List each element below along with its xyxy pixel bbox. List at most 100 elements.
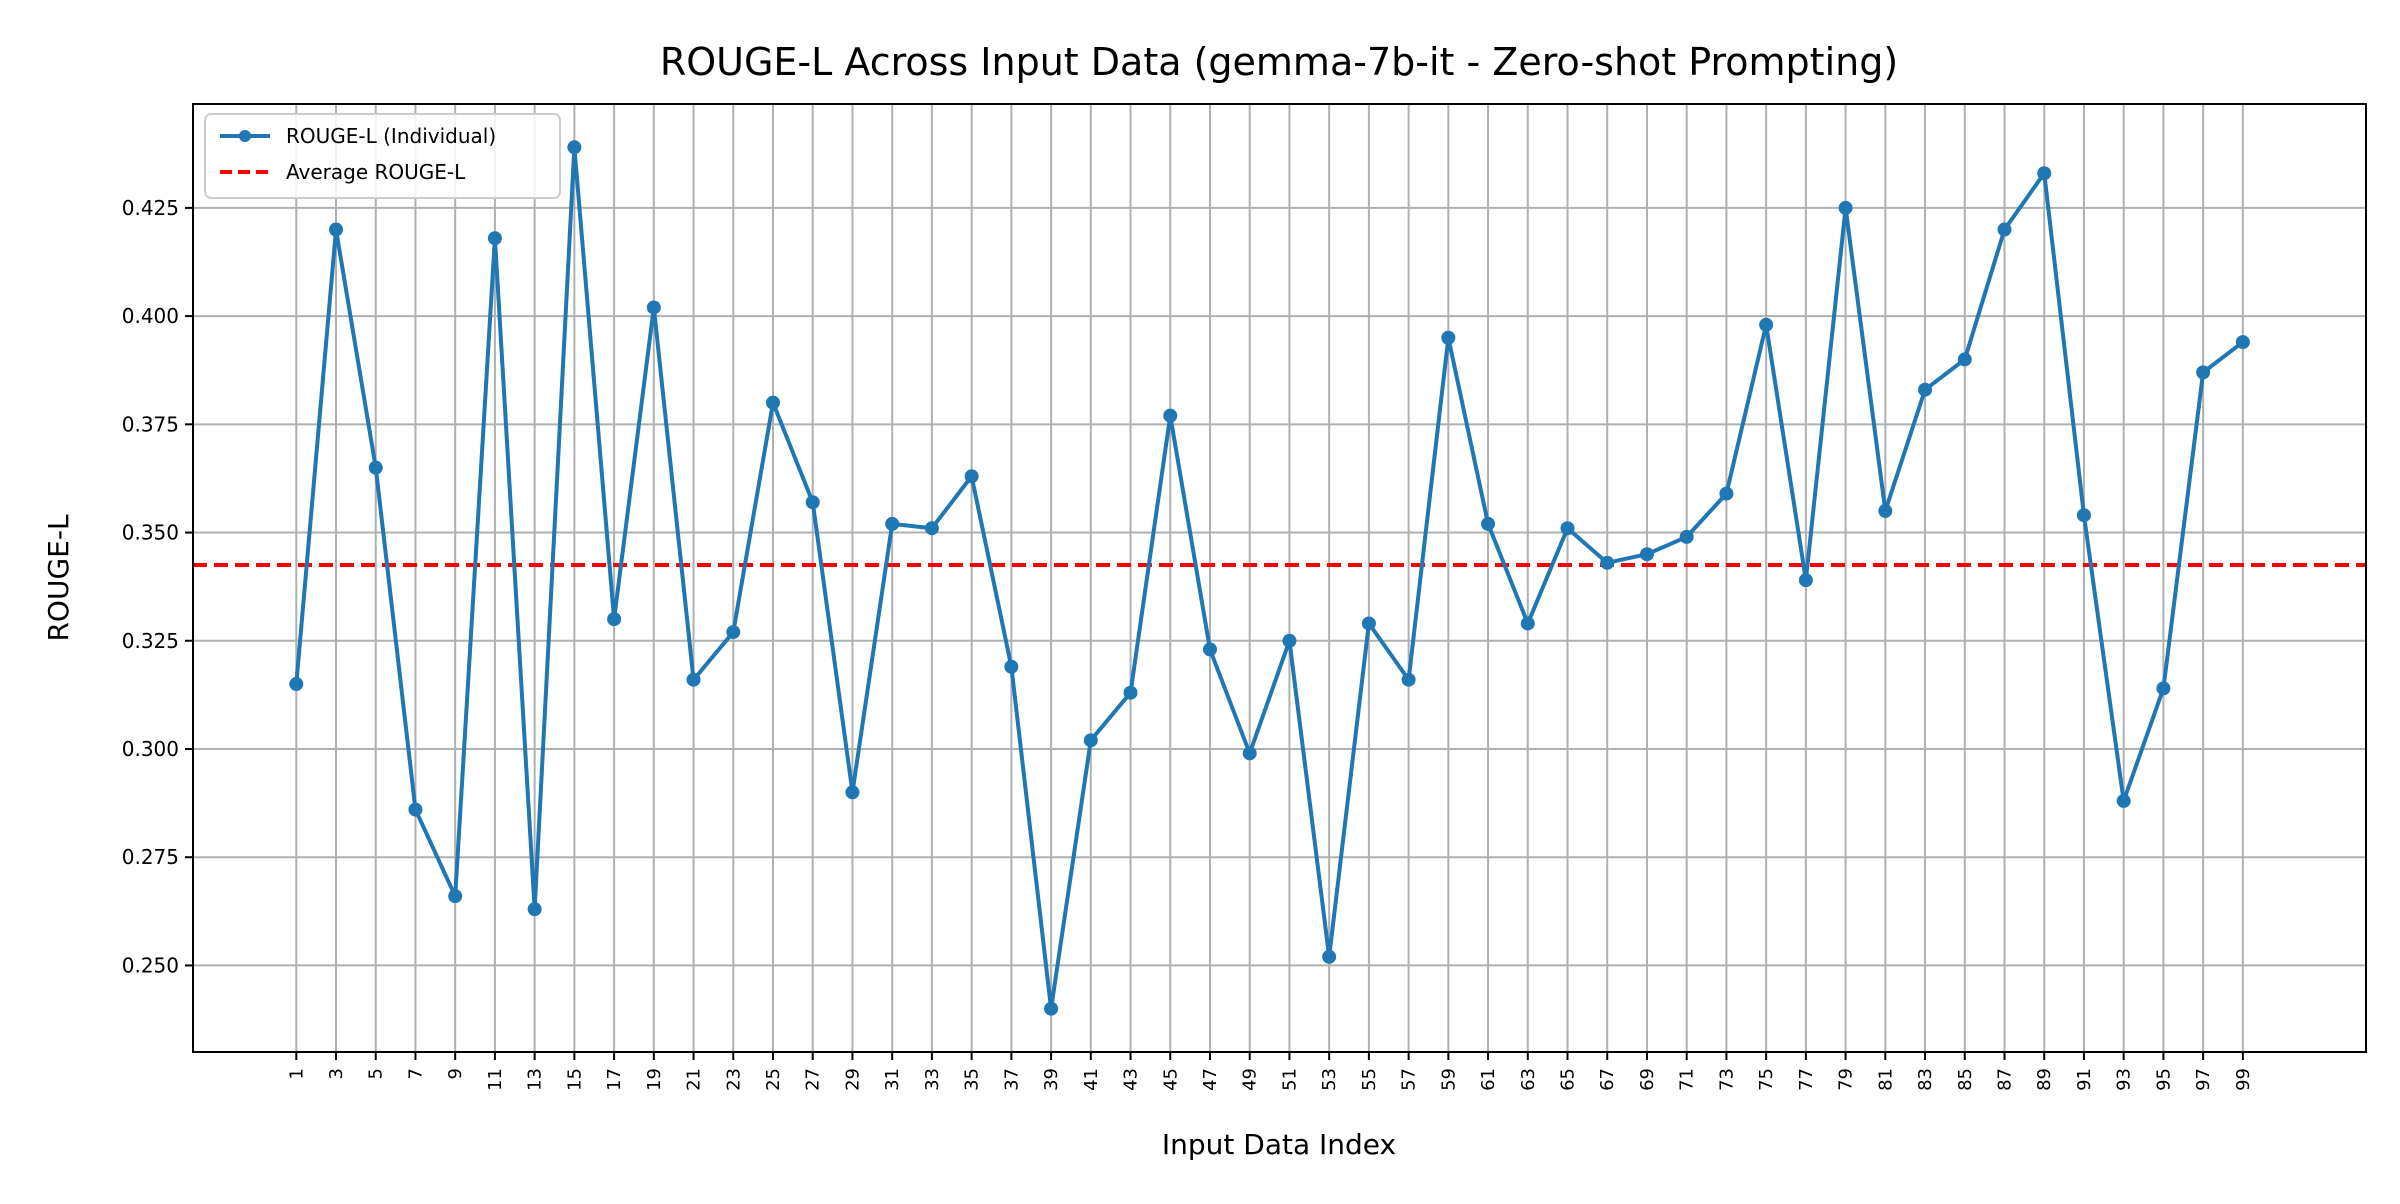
x-tick-label: 13 bbox=[525, 1068, 546, 1091]
x-tick-label: 11 bbox=[485, 1068, 506, 1091]
data-point bbox=[329, 222, 344, 237]
x-tick-label: 45 bbox=[1160, 1068, 1181, 1091]
data-point bbox=[289, 677, 304, 692]
data-point bbox=[1719, 486, 1734, 501]
y-tick-label: 0.250 bbox=[122, 953, 179, 977]
y-axis-ticks: 0.250 0.275 0.300 0.325 0.350 0.375 0.400 0.425 bbox=[122, 196, 193, 977]
data-point bbox=[1004, 659, 1019, 674]
data-point bbox=[765, 395, 780, 410]
data-point bbox=[1242, 746, 1257, 761]
data-point bbox=[2156, 681, 2171, 696]
data-point bbox=[1600, 555, 1615, 570]
x-tick-label: 95 bbox=[2153, 1068, 2174, 1091]
data-point bbox=[527, 902, 542, 917]
legend-box bbox=[204, 113, 561, 199]
x-axis-label: Input Data Index bbox=[1162, 1128, 1396, 1161]
y-axis-label: ROUGE-L bbox=[42, 514, 75, 641]
x-tick-label: 85 bbox=[1955, 1068, 1976, 1091]
data-point bbox=[1878, 503, 1893, 518]
data-point bbox=[487, 231, 502, 246]
data-point bbox=[845, 785, 860, 800]
x-tick-label: 47 bbox=[1200, 1068, 1221, 1091]
x-tick-label: 29 bbox=[842, 1068, 863, 1091]
y-tick-label: 0.275 bbox=[122, 845, 179, 869]
x-tick-label: 57 bbox=[1399, 1068, 1420, 1091]
data-point bbox=[1679, 529, 1694, 544]
y-tick-label: 0.425 bbox=[122, 196, 179, 220]
x-tick-label: 39 bbox=[1041, 1068, 1062, 1091]
data-point bbox=[1282, 633, 1297, 648]
x-axis-ticks: 1 3 5 7 9 11 13 15 17 19 21 23 25 27 29 31 33 35 37 39 41 43 4… bbox=[286, 1052, 2254, 1091]
data-point bbox=[408, 802, 423, 817]
x-tick-label: 91 bbox=[2074, 1068, 2095, 1091]
x-tick-label: 83 bbox=[1915, 1068, 1936, 1091]
x-tick-label: 63 bbox=[1518, 1068, 1539, 1091]
data-point bbox=[1560, 521, 1575, 536]
y-tick-label: 0.375 bbox=[122, 412, 179, 436]
grid bbox=[193, 104, 2366, 1052]
x-tick-label: 69 bbox=[1637, 1068, 1658, 1091]
data-point bbox=[1520, 616, 1535, 631]
x-tick-label: 37 bbox=[1001, 1068, 1022, 1091]
x-tick-label: 61 bbox=[1478, 1068, 1499, 1091]
x-tick-label: 3 bbox=[326, 1068, 347, 1079]
x-tick-label: 55 bbox=[1359, 1068, 1380, 1091]
data-point bbox=[1481, 516, 1496, 531]
legend-marker-individual bbox=[239, 130, 251, 142]
x-tick-label: 23 bbox=[723, 1068, 744, 1091]
x-tick-label: 97 bbox=[2193, 1068, 2214, 1091]
x-tick-label: 43 bbox=[1121, 1068, 1142, 1091]
series-layer bbox=[289, 140, 2250, 1016]
y-tick-label: 0.400 bbox=[122, 304, 179, 328]
x-tick-label: 51 bbox=[1279, 1068, 1300, 1091]
x-tick-label: 67 bbox=[1597, 1068, 1618, 1091]
data-point bbox=[1361, 616, 1376, 631]
x-tick-label: 59 bbox=[1438, 1068, 1459, 1091]
data-point bbox=[1401, 672, 1416, 687]
x-tick-label: 81 bbox=[1875, 1068, 1896, 1091]
x-tick-label: 17 bbox=[604, 1068, 625, 1091]
data-point bbox=[1123, 685, 1138, 700]
series-line-individual bbox=[294, 145, 2245, 1011]
x-tick-label: 31 bbox=[882, 1068, 903, 1091]
data-point bbox=[885, 516, 900, 531]
x-tick-label: 49 bbox=[1240, 1068, 1261, 1091]
data-point bbox=[1083, 733, 1098, 748]
y-tick-label: 0.300 bbox=[122, 737, 179, 761]
data-point bbox=[1044, 1001, 1059, 1016]
x-tick-label: 19 bbox=[644, 1068, 665, 1091]
legend-label-average: Average ROUGE-L bbox=[286, 160, 466, 184]
x-tick-label: 25 bbox=[763, 1068, 784, 1091]
x-tick-label: 79 bbox=[1836, 1068, 1857, 1091]
x-tick-label: 27 bbox=[803, 1068, 824, 1091]
y-tick-label: 0.325 bbox=[122, 629, 179, 653]
data-point bbox=[1957, 352, 1972, 367]
data-point bbox=[607, 612, 622, 627]
data-point bbox=[567, 140, 582, 155]
data-point bbox=[2196, 365, 2211, 380]
x-tick-label: 21 bbox=[684, 1068, 705, 1091]
x-tick-label: 15 bbox=[564, 1068, 585, 1091]
x-tick-label: 65 bbox=[1558, 1068, 1579, 1091]
x-tick-label: 73 bbox=[1716, 1068, 1737, 1091]
x-tick-label: 33 bbox=[922, 1068, 943, 1091]
data-point bbox=[1441, 330, 1456, 345]
data-point bbox=[1759, 317, 1774, 332]
data-point bbox=[646, 300, 661, 315]
data-point bbox=[924, 521, 939, 536]
x-tick-label: 89 bbox=[2034, 1068, 2055, 1091]
x-tick-label: 5 bbox=[366, 1068, 387, 1079]
x-tick-label: 53 bbox=[1319, 1068, 1340, 1091]
data-point bbox=[1163, 408, 1178, 423]
x-tick-label: 7 bbox=[405, 1068, 426, 1079]
data-point bbox=[2076, 508, 2091, 523]
data-point bbox=[1838, 200, 1853, 215]
data-point bbox=[2235, 335, 2250, 350]
data-point bbox=[448, 889, 463, 904]
x-tick-label: 35 bbox=[962, 1068, 983, 1091]
x-tick-label: 75 bbox=[1756, 1068, 1777, 1091]
data-point bbox=[964, 469, 979, 484]
legend: ROUGE-L (Individual) Average ROUGE-L bbox=[204, 113, 561, 199]
x-tick-label: 87 bbox=[1994, 1068, 2015, 1091]
data-point bbox=[1202, 642, 1217, 657]
